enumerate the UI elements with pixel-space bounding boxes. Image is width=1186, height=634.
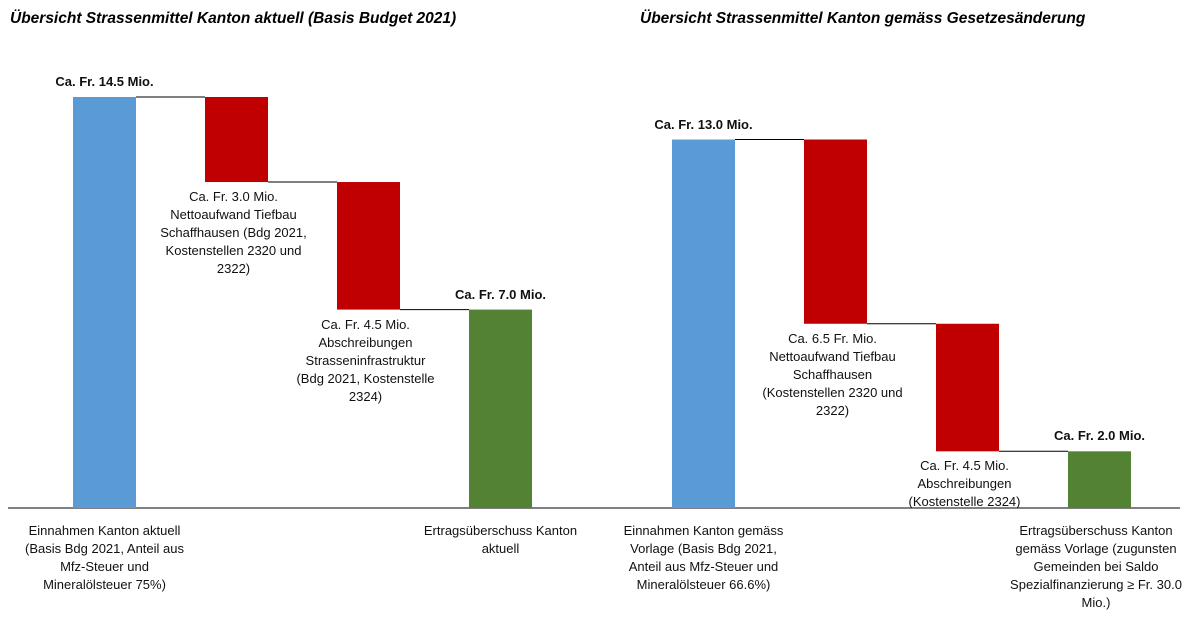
decrease-label: Ca. Fr. 3.0 Mio. Nettoaufwand Tiefbau Sch… <box>159 188 309 278</box>
value-label: Ca. 6.5 Fr. Mio. <box>788 330 877 346</box>
value-label: Ca. Fr. 4.5 Mio. <box>920 458 1009 474</box>
decrease-label: Ca. Fr. 4.5 Mio. Abschreibungen (Kostenst… <box>890 457 1040 511</box>
category-label: Abschreibungen (Kostenstelle 2324) <box>908 476 1021 510</box>
category-label: Nettoaufwand Tiefbau Schaffhausen (Koste… <box>762 348 903 418</box>
category-label: Nettoaufwand Tiefbau Schaffhausen (Bdg 2… <box>160 207 307 277</box>
chart-title: Übersicht Strassenmittel Kanton aktuell … <box>10 10 457 27</box>
chart-title: Übersicht Strassenmittel Kanton gemäss G… <box>640 10 1086 27</box>
category-label: Ertragsüberschuss Kanton aktuell <box>423 523 578 556</box>
bar <box>469 309 532 508</box>
decrease-label: Ca. Fr. 4.5 Mio. Abschreibungen Strasseni… <box>291 316 441 406</box>
bar <box>337 182 400 310</box>
category-label: Ertragsüberschuss Kanton gemäss Vorlage … <box>1010 523 1182 610</box>
value-label: Ca. Fr. 14.5 Mio. <box>55 74 154 89</box>
category-label: Einnahmen Kanton gemäss Vorlage (Basis B… <box>623 523 784 592</box>
category-label: Abschreibungen Strasseninfrastruktur (Bd… <box>296 334 435 404</box>
bar <box>73 97 136 508</box>
value-label: Ca. Fr. 3.0 Mio. <box>189 189 278 205</box>
value-label: Ca. Fr. 7.0 Mio. <box>454 286 547 302</box>
value-label: Ca. Fr. 13.0 Mio. <box>654 116 753 132</box>
bar <box>804 139 867 324</box>
bar <box>672 139 735 508</box>
decrease-label: Ca. 6.5 Fr. Mio. Nettoaufwand Tiefbau Sch… <box>758 330 908 420</box>
value-label: Ca. Fr. 4.5 Mio. <box>321 316 410 332</box>
category-label: Einnahmen Kanton aktuell (Basis Bdg 2021… <box>25 523 184 592</box>
bar <box>936 323 999 452</box>
value-label: Ca. Fr. 2.0 Mio. <box>1053 428 1146 444</box>
bar <box>1068 451 1131 508</box>
bar <box>205 97 268 183</box>
